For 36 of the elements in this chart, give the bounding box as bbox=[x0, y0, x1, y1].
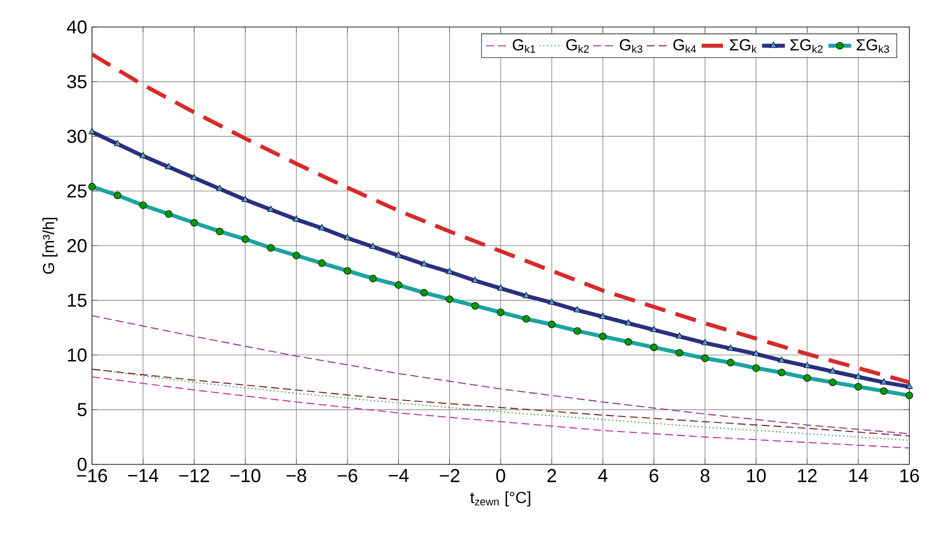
y-tick-label: 40 bbox=[66, 20, 87, 34]
line-series bbox=[92, 315, 910, 434]
x-tick-label: −14 bbox=[128, 469, 158, 482]
x-axis-title: t$_{zewn}$ [°C] bbox=[470, 491, 530, 506]
x-tick-label: 6 bbox=[650, 469, 658, 482]
legend-label: G$_{k1}$ bbox=[512, 39, 536, 53]
x-tick-label: 14 bbox=[849, 469, 868, 482]
y-tick-label: 20 bbox=[67, 239, 87, 252]
legend-label: ΣG$_{k2}$ bbox=[790, 39, 823, 53]
legend-label: G$_{k4}$ bbox=[673, 39, 696, 53]
legend-label: ΣG$_{k3}$ bbox=[856, 39, 890, 53]
legend-label: G$_{k2}$ bbox=[566, 39, 589, 53]
x-tick-label: −2 bbox=[440, 469, 460, 482]
x-tick-label: 0 bbox=[496, 469, 506, 482]
x-tick-label: 10 bbox=[747, 469, 766, 482]
x-tick-label: −16 bbox=[77, 469, 108, 482]
x-tick-label: −6 bbox=[338, 469, 358, 482]
x-tick-label: −12 bbox=[179, 469, 210, 482]
x-tick-label: 2 bbox=[548, 469, 556, 482]
legend-label: ΣG$_{k}$ bbox=[730, 39, 757, 53]
y-tick-label: 30 bbox=[67, 130, 87, 143]
x-tick-label: −10 bbox=[230, 469, 260, 482]
x-tick-label: 16 bbox=[900, 469, 919, 482]
y-tick-label: 0 bbox=[78, 458, 87, 471]
x-tick-label: 12 bbox=[798, 469, 817, 482]
y-tick-label: 35 bbox=[67, 75, 87, 88]
x-tick-label: −4 bbox=[388, 469, 409, 482]
legend-label: G$_{k3}$ bbox=[620, 39, 642, 53]
y-axis-title: G [m³/h] bbox=[42, 218, 58, 274]
y-tick-label: 10 bbox=[68, 348, 87, 362]
x-tick-label: 4 bbox=[598, 469, 608, 482]
y-tick-label: 5 bbox=[78, 403, 87, 416]
x-tick-label: −8 bbox=[286, 469, 306, 482]
y-tick-label: 15 bbox=[68, 294, 87, 307]
y-tick-label: 25 bbox=[67, 184, 87, 198]
x-tick-label: 8 bbox=[700, 469, 710, 482]
